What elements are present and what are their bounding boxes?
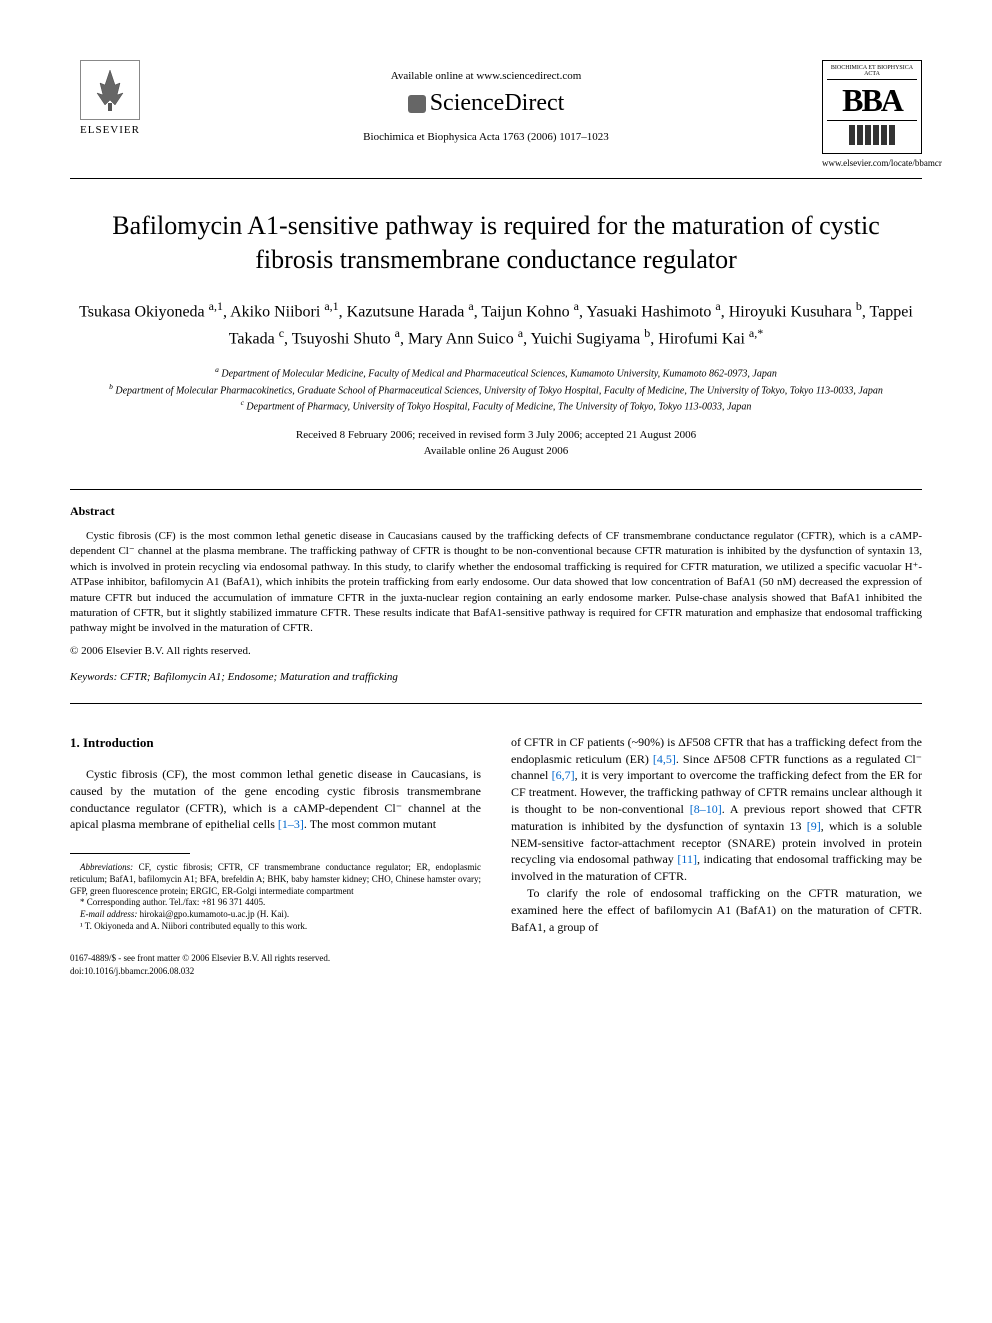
header-row: ELSEVIER Available online at www.science… [70, 60, 922, 168]
bba-bars-icon [827, 120, 917, 149]
doi-line: doi:10.1016/j.bbamcr.2006.08.032 [70, 965, 481, 978]
footnote-divider [70, 853, 190, 854]
body-columns: 1. Introduction Cystic fibrosis (CF), th… [70, 734, 922, 978]
article-dates: Received 8 February 2006; received in re… [70, 428, 922, 459]
email-line: E-mail address: hirokai@gpo.kumamoto-u.a… [70, 909, 481, 921]
received-date: Received 8 February 2006; received in re… [70, 428, 922, 443]
bba-logo: BIOCHIMICA ET BIOPHYSICA ACTA BBA www.el… [822, 60, 922, 168]
intro-para-2-right: To clarify the role of endosomal traffic… [511, 885, 922, 935]
keywords-divider [70, 703, 922, 704]
authors-list: Tsukasa Okiyoneda a,1, Akiko Niibori a,1… [70, 297, 922, 352]
bba-url: www.elsevier.com/locate/bbamcr [822, 158, 922, 168]
bba-letters: BBA [827, 80, 917, 120]
keywords: Keywords: CFTR; Bafilomycin A1; Endosome… [70, 671, 922, 683]
left-column: 1. Introduction Cystic fibrosis (CF), th… [70, 734, 481, 978]
affiliation-a: a Department of Molecular Medicine, Facu… [70, 365, 922, 381]
introduction-heading: 1. Introduction [70, 734, 481, 752]
online-date: Available online 26 August 2006 [70, 444, 922, 459]
header-divider [70, 178, 922, 179]
footnotes: Abbreviations: CF, cystic fibrosis; CFTR… [70, 862, 481, 932]
abstract-top-divider [70, 489, 922, 490]
available-online-text: Available online at www.sciencedirect.co… [150, 70, 822, 82]
affiliation-c: c Department of Pharmacy, University of … [70, 398, 922, 414]
sciencedirect-text: ScienceDirect [430, 90, 565, 116]
intro-para-1-left: Cystic fibrosis (CF), the most common le… [70, 766, 481, 833]
affiliations: a Department of Molecular Medicine, Facu… [70, 365, 922, 414]
bba-box: BIOCHIMICA ET BIOPHYSICA ACTA BBA [822, 60, 922, 154]
right-column: of CFTR in CF patients (~90%) is ΔF508 C… [511, 734, 922, 978]
elsevier-tree-icon [80, 60, 140, 120]
sciencedirect-logo: ScienceDirect [150, 90, 822, 117]
elsevier-logo: ELSEVIER [70, 60, 150, 136]
corresponding-author: * Corresponding author. Tel./fax: +81 96… [70, 897, 481, 909]
keywords-label: Keywords: [70, 671, 117, 683]
article-title: Bafilomycin A1-sensitive pathway is requ… [70, 209, 922, 277]
abstract-heading: Abstract [70, 504, 922, 519]
affiliation-b: b Department of Molecular Pharmacokineti… [70, 382, 922, 398]
equal-contribution: ¹ T. Okiyoneda and A. Niibori contribute… [70, 921, 481, 933]
bba-journal-name: BIOCHIMICA ET BIOPHYSICA ACTA [827, 65, 917, 80]
abstract-copyright: © 2006 Elsevier B.V. All rights reserved… [70, 645, 922, 657]
keywords-text: CFTR; Bafilomycin A1; Endosome; Maturati… [120, 671, 398, 683]
bottom-info: 0167-4889/$ - see front matter © 2006 El… [70, 952, 481, 977]
elsevier-label: ELSEVIER [70, 124, 150, 136]
journal-reference: Biochimica et Biophysica Acta 1763 (2006… [150, 131, 822, 143]
abbreviations: Abbreviations: CF, cystic fibrosis; CFTR… [70, 862, 481, 897]
intro-para-1-right: of CFTR in CF patients (~90%) is ΔF508 C… [511, 734, 922, 885]
center-header: Available online at www.sciencedirect.co… [150, 60, 822, 143]
issn-line: 0167-4889/$ - see front matter © 2006 El… [70, 952, 481, 965]
abstract-text: Cystic fibrosis (CF) is the most common … [70, 529, 922, 637]
sciencedirect-icon [408, 95, 426, 113]
